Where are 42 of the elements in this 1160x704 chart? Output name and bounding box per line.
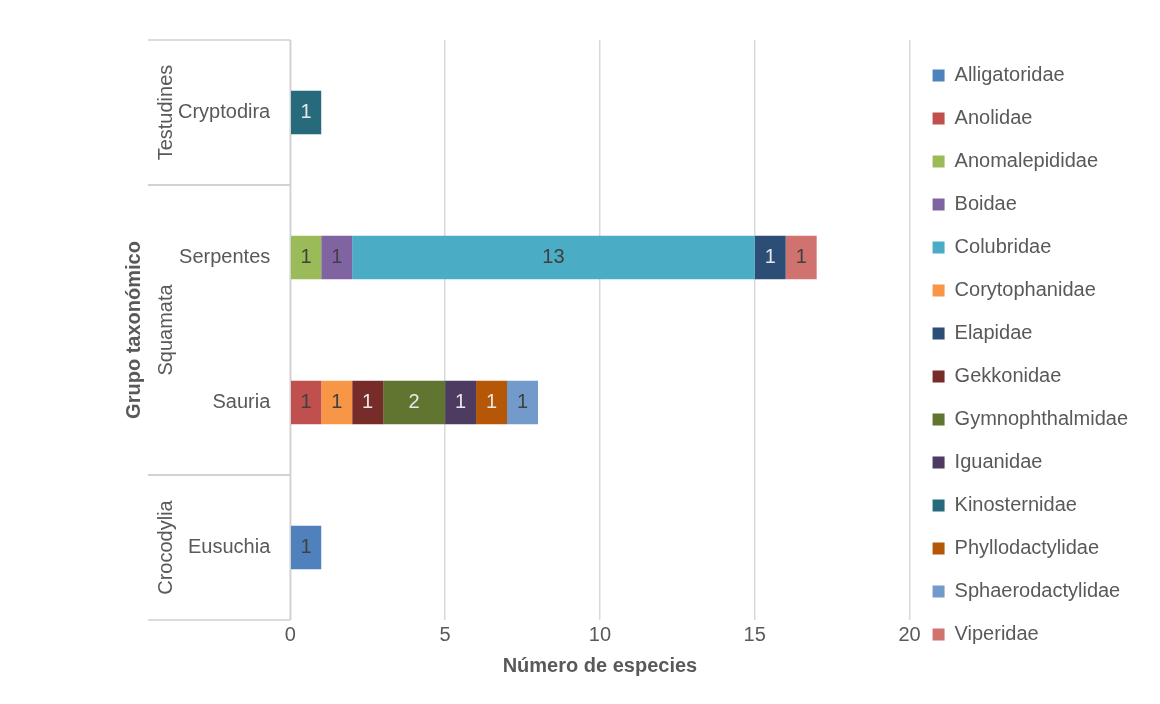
x-tick-label: 5 xyxy=(439,622,451,645)
x-axis-title: Número de especies xyxy=(502,653,698,676)
y-tick-label: Eusuchia xyxy=(187,535,272,558)
x-tick-label: 20 xyxy=(898,622,921,645)
data-label: 2 xyxy=(408,390,420,413)
legend-label: Viperidae xyxy=(954,622,1039,645)
data-label: 1 xyxy=(516,390,529,413)
data-label: 1 xyxy=(485,390,498,413)
legend-label: Elapidae xyxy=(954,321,1033,344)
data-label: 13 xyxy=(542,245,565,268)
data-label: 1 xyxy=(331,390,343,413)
legend-label: Phyllodactylidae xyxy=(954,536,1100,559)
text: Squamata xyxy=(153,283,176,376)
data-label: 1 xyxy=(795,245,807,268)
data-label: 1 xyxy=(362,390,374,413)
data-label: 1 xyxy=(300,535,312,558)
legend-label: Sphaerodactylidae xyxy=(954,579,1121,602)
data-label: 1 xyxy=(300,390,312,413)
data-label: 1 xyxy=(764,245,776,268)
x-tick-label: 10 xyxy=(588,622,612,645)
text: Crocodylia xyxy=(153,499,176,595)
legend-label: Kinosternidae xyxy=(954,493,1077,516)
y-tick-label: Cryptodira xyxy=(177,100,272,123)
data-label: 1 xyxy=(300,100,312,123)
x-tick-label: 0 xyxy=(284,622,296,645)
legend-label: Corytophanidae xyxy=(954,278,1096,301)
legend-label: Gekkonidae xyxy=(954,364,1062,387)
legend-label: Boidae xyxy=(954,192,1017,215)
legend-label: Anolidae xyxy=(954,106,1033,129)
data-label: 1 xyxy=(331,245,343,268)
legend-label: Anomalepididae xyxy=(954,149,1099,172)
y-axis-title: Grupo taxonómico xyxy=(121,241,144,419)
legend-label: Colubridae xyxy=(954,235,1052,258)
data-label: 1 xyxy=(300,245,312,268)
legend-label: Gymnophthalmidae xyxy=(954,407,1129,430)
y-tick-label: Serpentes xyxy=(179,245,271,268)
legend-label: Iguanidae xyxy=(954,450,1043,473)
data-label: 1 xyxy=(455,390,467,413)
y-tick-label: Sauria xyxy=(212,390,272,413)
legend-label: Alligatoridae xyxy=(954,63,1065,86)
text: Testudines xyxy=(153,64,176,161)
x-tick-label: 15 xyxy=(743,622,766,645)
